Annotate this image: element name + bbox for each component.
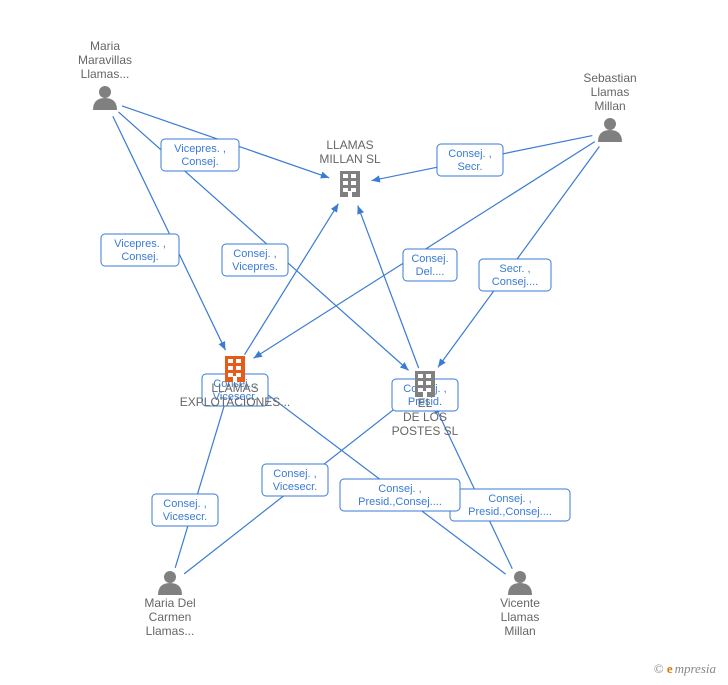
edge-label: Consej.Del.... — [403, 249, 457, 281]
node-label: EL — [418, 396, 433, 410]
node-label: Vicente — [500, 596, 540, 610]
edge-label: Consej. ,Vicesecr. — [152, 494, 218, 526]
person-node-vicente[interactable]: VicenteLlamasMillan — [500, 571, 540, 638]
edge-label-text: Consej. — [121, 251, 158, 263]
edge-label-text: Presid.,Consej.... — [468, 506, 552, 518]
brand-accent: e — [667, 661, 673, 676]
node-label: Llamas — [591, 85, 630, 99]
node-label: Sebastian — [583, 71, 636, 85]
edge-label-text: Vicesecr. — [163, 511, 207, 523]
edge-label-text: Consej. , — [448, 148, 491, 160]
node-label: Llamas... — [81, 67, 130, 81]
edge-label-text: Consej.... — [492, 276, 538, 288]
node-label: Llamas... — [146, 624, 195, 638]
edge-label-text: Del.... — [416, 266, 445, 278]
node-label: DE LOS — [403, 410, 447, 424]
person-node-maria_maravillas[interactable]: MariaMaravillasLlamas... — [78, 39, 132, 110]
edge-label-text: Presid.,Consej.... — [358, 496, 442, 508]
node-label: LLAMAS — [211, 381, 258, 395]
company-node-llamas_millan_sl[interactable]: LLAMASMILLAN SL — [319, 138, 381, 197]
node-label: Maravillas — [78, 53, 132, 67]
edge-label: Secr. ,Consej.... — [479, 259, 551, 291]
edge-label-text: Vicepres. , — [174, 143, 226, 155]
edge-label: Vicepres. ,Consej. — [161, 139, 239, 171]
edge-label-text: Vicesecr. — [273, 481, 317, 493]
edge-label-text: Consej. — [181, 156, 218, 168]
node-label: Maria — [90, 39, 120, 53]
edge-label: Vicepres. ,Consej. — [101, 234, 179, 266]
edge-label: Consej. ,Vicesecr. — [262, 464, 328, 496]
person-node-sebastian[interactable]: SebastianLlamasMillan — [583, 71, 636, 142]
node-label: Llamas — [501, 610, 540, 624]
edge-label: Consej. ,Vicepres. — [222, 244, 288, 276]
network-diagram: Vicepres. ,Consej.Consej. ,Secr.Vicepres… — [0, 0, 728, 685]
node-label: MILLAN SL — [319, 152, 381, 166]
edge-maria_del_carmen-llamas_explotaciones — [175, 391, 228, 568]
edge-llamas_explotaciones-llamas_millan_sl — [245, 204, 339, 355]
edge-label-text: Consej. , — [488, 493, 531, 505]
edge-label-text: Consej. , — [378, 483, 421, 495]
edge-label-text: Consej. , — [163, 498, 206, 510]
brand-rest: mpresia — [675, 661, 716, 676]
edge-label: Consej. ,Presid.,Consej.... — [450, 489, 570, 521]
edge-sebastian-el_postes — [438, 147, 599, 368]
edge-label-text: Consej. , — [273, 468, 316, 480]
edge-label: Consej. ,Presid.,Consej.... — [340, 479, 460, 511]
edge-label-text: Vicepres. — [232, 261, 278, 273]
edge-label-text: Consej. , — [233, 248, 276, 260]
edge-label-text: Vicepres. , — [114, 238, 166, 250]
edge-label: Consej. ,Secr. — [437, 144, 503, 176]
company-node-llamas_explotaciones[interactable]: LLAMASEXPLOTACIONES... — [180, 356, 290, 409]
person-node-maria_del_carmen[interactable]: Maria DelCarmenLlamas... — [144, 571, 195, 638]
copyright-symbol: © — [654, 661, 664, 676]
node-label: Millan — [594, 99, 625, 113]
node-label: Maria Del — [144, 596, 195, 610]
watermark: © empresia — [654, 661, 716, 677]
edge-label-text: Secr. , — [499, 263, 530, 275]
edge-label-text: Secr. — [457, 161, 482, 173]
node-label: EXPLOTACIONES... — [180, 395, 290, 409]
node-label: LLAMAS — [326, 138, 373, 152]
edge-label-text: Consej. — [411, 253, 448, 265]
node-label: Millan — [504, 624, 535, 638]
node-label: Carmen — [149, 610, 192, 624]
node-label: POSTES SL — [392, 424, 459, 438]
